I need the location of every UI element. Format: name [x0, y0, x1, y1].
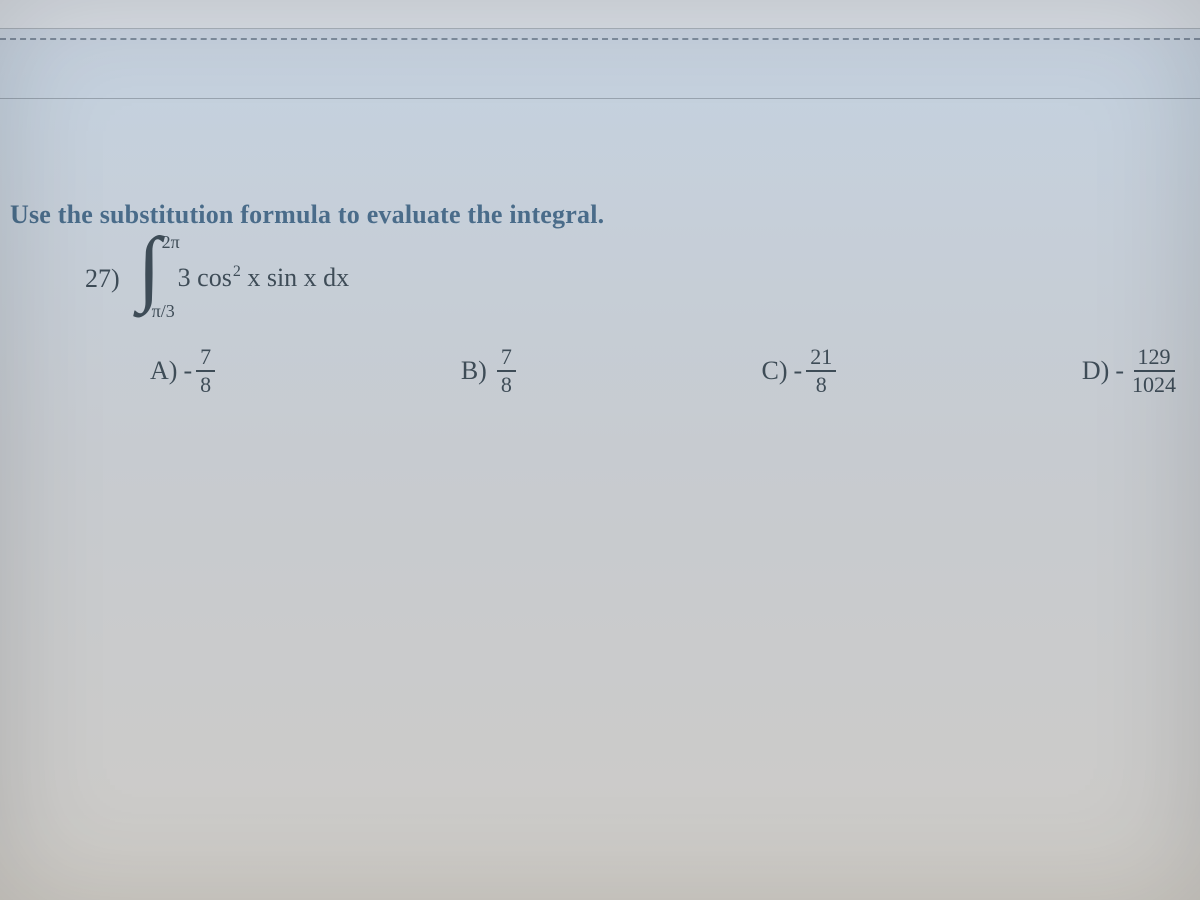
choice-a[interactable]: A) - 7 8 [150, 346, 215, 396]
choice-fraction: 7 8 [196, 346, 215, 396]
problem-row: 27) ∫ 2π π/3 3 cos2 x sin x dx [85, 238, 1190, 318]
fraction-denominator: 8 [196, 372, 215, 396]
dashed-separator [0, 38, 1200, 40]
choice-label: C) [762, 356, 788, 386]
integral-glyph: ∫ [138, 228, 161, 308]
fraction-numerator: 129 [1134, 346, 1175, 372]
choice-c[interactable]: C) - 21 8 [762, 346, 837, 396]
choice-fraction: 21 8 [806, 346, 836, 396]
answer-choices: A) - 7 8 B) 7 8 C) - 21 8 D) - [150, 346, 1180, 396]
choice-label: B) [461, 356, 487, 386]
fraction-denominator: 1024 [1128, 372, 1180, 396]
fraction-numerator: 21 [806, 346, 836, 372]
choice-sign: - [183, 356, 192, 386]
choice-sign: - [794, 356, 803, 386]
integral-symbol: ∫ 2π π/3 [138, 238, 172, 318]
integrand-exponent: 2 [233, 263, 241, 280]
integral-expression: ∫ 2π π/3 3 cos2 x sin x dx [138, 238, 350, 318]
choice-b[interactable]: B) 7 8 [461, 346, 516, 396]
fraction-numerator: 7 [497, 346, 516, 372]
window-top-strip [0, 0, 1200, 29]
fraction-denominator: 8 [812, 372, 831, 396]
fraction-numerator: 7 [196, 346, 215, 372]
lower-limit: π/3 [152, 301, 175, 322]
choice-label: D) [1082, 356, 1109, 386]
fraction-denominator: 8 [497, 372, 516, 396]
choice-fraction: 129 1024 [1128, 346, 1180, 396]
screen-vignette [0, 0, 1200, 900]
choice-sign: - [1115, 356, 1124, 386]
instruction-text: Use the substitution formula to evaluate… [10, 200, 1190, 230]
problem-number: 27) [85, 264, 120, 294]
upper-limit: 2π [162, 232, 180, 253]
integrand-prefix: 3 cos [178, 263, 232, 292]
thin-separator [0, 98, 1200, 99]
integrand: 3 cos2 x sin x dx [178, 263, 350, 293]
choice-fraction: 7 8 [497, 346, 516, 396]
question-block: Use the substitution formula to evaluate… [10, 200, 1190, 396]
integrand-suffix: x sin x dx [241, 263, 349, 292]
choice-label: A) [150, 356, 177, 386]
choice-d[interactable]: D) - 129 1024 [1082, 346, 1180, 396]
